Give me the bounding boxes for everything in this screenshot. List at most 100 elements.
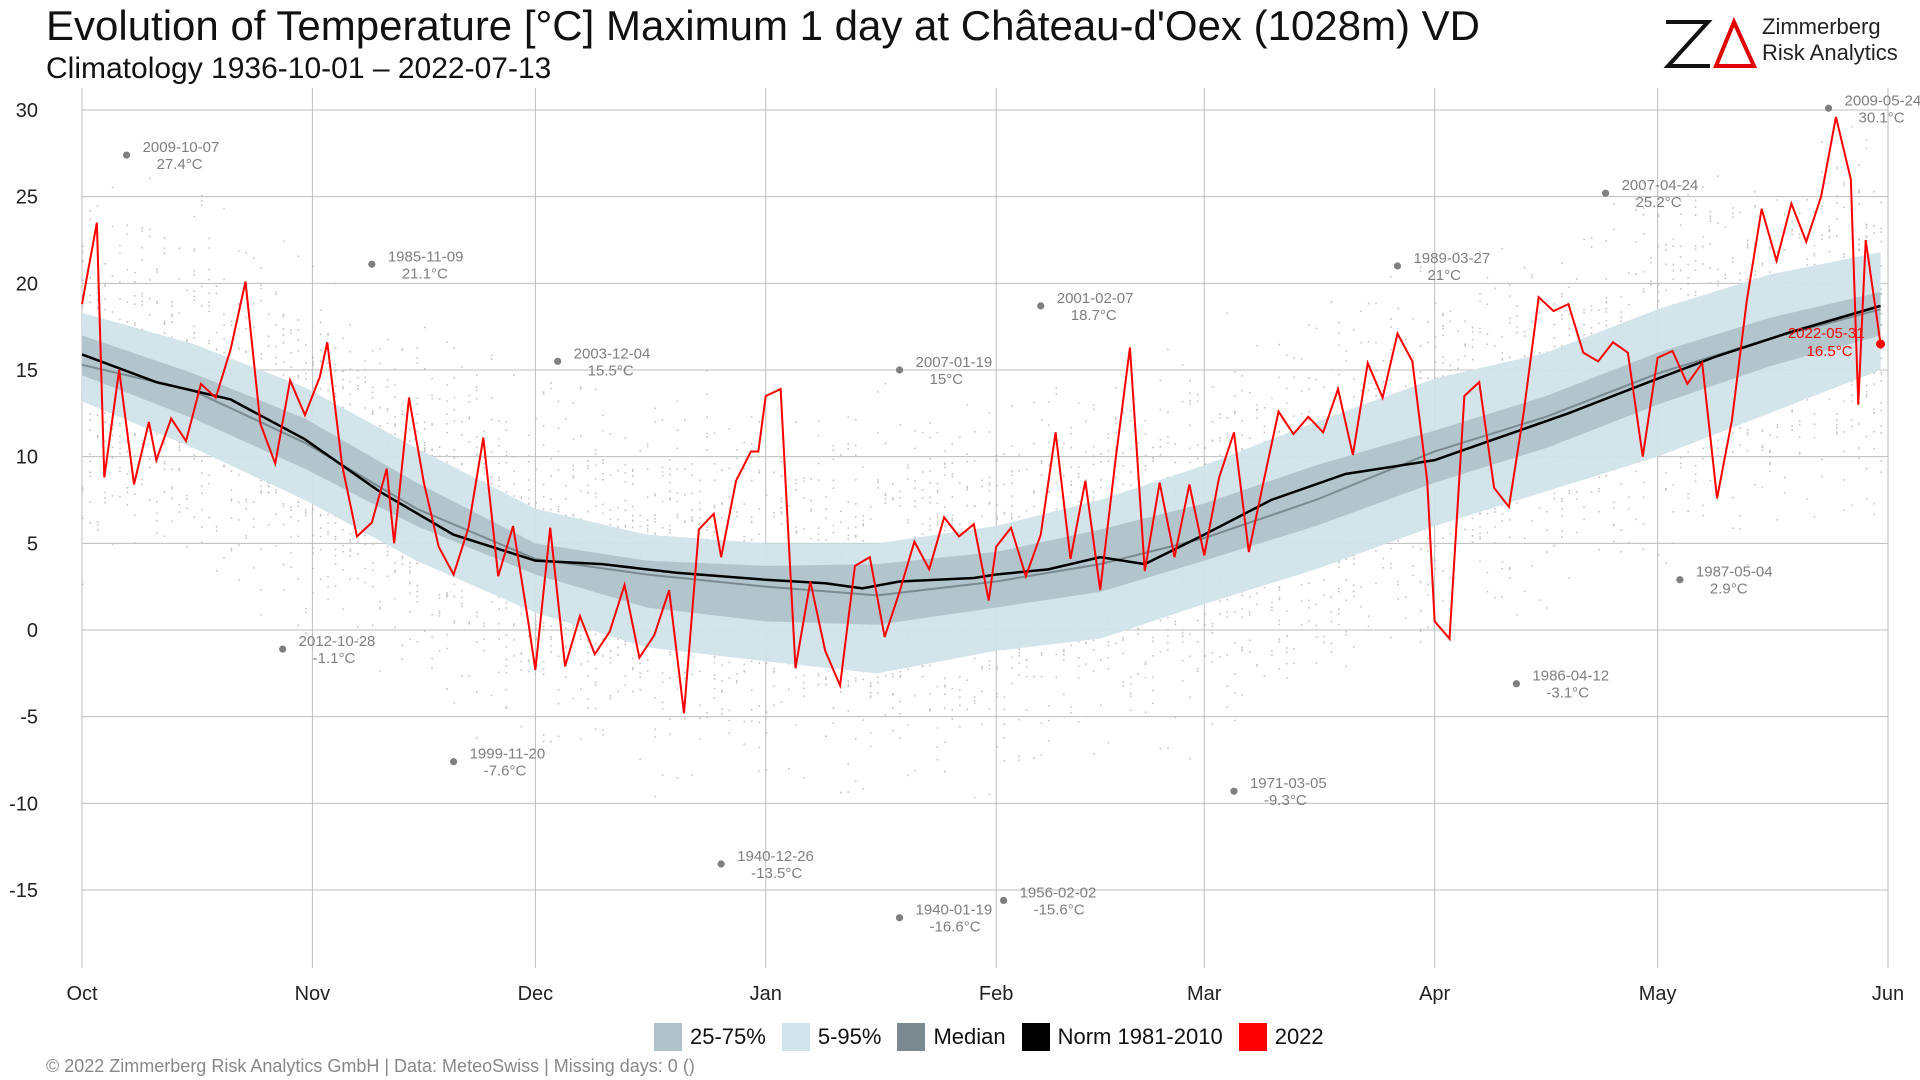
scatter-point	[89, 501, 92, 503]
scatter-point	[104, 491, 106, 494]
scatter-point	[490, 601, 493, 603]
scatter-point	[1635, 198, 1637, 201]
scatter-point	[594, 643, 597, 645]
scatter-point	[327, 333, 329, 336]
scatter-point	[698, 670, 701, 673]
scatter-point	[1278, 598, 1281, 601]
scatter-point	[1590, 309, 1593, 312]
scatter-point	[676, 688, 679, 691]
scatter-point	[446, 593, 448, 596]
scatter-point	[1233, 611, 1236, 613]
scatter-point	[1412, 356, 1414, 359]
scatter-point	[334, 401, 337, 403]
scatter-point	[1717, 222, 1719, 225]
scatter-point	[1196, 640, 1199, 643]
scatter-point	[1092, 491, 1095, 493]
scatter-point	[327, 533, 329, 536]
scatter-point	[513, 624, 515, 627]
scatter-point	[148, 458, 151, 460]
scatter-point	[1003, 723, 1006, 726]
scatter-point	[936, 482, 939, 485]
scatter-point	[334, 363, 337, 366]
scatter-point	[282, 341, 285, 344]
scatter-point	[186, 494, 188, 497]
scatter-point	[579, 435, 582, 438]
scatter-point	[349, 533, 352, 535]
scatter-point	[1657, 554, 1660, 556]
scatter-point	[1048, 424, 1050, 427]
scatter-point	[1338, 332, 1340, 334]
scatter-point	[1560, 318, 1563, 320]
scatter-point	[1152, 640, 1154, 643]
scatter-point	[706, 436, 708, 438]
scatter-point	[966, 453, 969, 455]
scatter-point	[899, 490, 902, 493]
scatter-point	[1471, 517, 1474, 520]
scatter-point	[267, 313, 270, 316]
scatter-point	[498, 462, 500, 465]
scatter-point	[706, 393, 708, 396]
scatter-point	[1583, 334, 1585, 336]
scatter-point	[661, 681, 664, 684]
scatter-point	[1248, 391, 1251, 394]
scatter-point	[1248, 611, 1251, 614]
scatter-point	[1709, 220, 1712, 222]
scatter-point	[825, 676, 827, 679]
scatter-point	[594, 728, 597, 730]
scatter-point	[1471, 338, 1474, 341]
scatter-point	[431, 613, 433, 616]
scatter-point	[1300, 583, 1303, 586]
scatter-point	[1650, 256, 1652, 259]
scatter-point	[1107, 641, 1110, 643]
scatter-point	[193, 454, 196, 456]
scatter-point	[996, 696, 998, 698]
scatter-point	[1219, 413, 1221, 416]
scatter-point	[869, 518, 872, 520]
scatter-point	[1516, 326, 1518, 328]
scatter-point	[631, 483, 634, 485]
scatter-point	[223, 352, 225, 354]
scatter-point	[944, 463, 946, 466]
scatter-point	[736, 511, 738, 513]
scatter-point	[624, 464, 627, 466]
scatter-point	[1226, 685, 1229, 688]
scatter-point	[1598, 510, 1600, 513]
scatter-point	[1605, 474, 1608, 477]
scatter-point	[877, 481, 879, 484]
scatter-point	[1479, 535, 1481, 538]
scatter-point	[899, 737, 902, 739]
scatter-point	[921, 522, 924, 525]
scatter-point	[119, 318, 121, 321]
scatter-point	[1174, 461, 1177, 464]
scatter-point	[617, 506, 619, 509]
scatter-point	[1204, 464, 1206, 466]
scatter-point	[862, 466, 864, 468]
scatter-point	[988, 489, 991, 492]
scatter-point	[691, 509, 694, 511]
scatter-point	[1546, 510, 1548, 513]
scatter-point	[981, 665, 983, 668]
scatter-point	[1211, 631, 1214, 634]
scatter-point	[238, 303, 240, 306]
scatter-point	[409, 570, 411, 573]
scatter-point	[825, 495, 827, 498]
scatter-point	[676, 516, 679, 519]
scatter-point	[527, 502, 530, 505]
scatter-point	[1531, 276, 1533, 279]
scatter-point	[617, 518, 619, 521]
scatter-point	[936, 516, 939, 518]
scatter-point	[550, 644, 552, 647]
scatter-point	[1018, 674, 1021, 676]
scatter-point	[654, 696, 656, 699]
scatter-point	[1196, 444, 1199, 446]
scatter-point	[275, 324, 277, 326]
scatter-point	[252, 326, 255, 328]
scatter-point	[906, 724, 909, 726]
scatter-point	[141, 328, 144, 331]
scatter-point	[1746, 278, 1749, 281]
scatter-point	[312, 567, 314, 570]
scatter-point	[394, 384, 396, 386]
scatter-point	[1107, 656, 1110, 659]
scatter-point	[223, 338, 225, 340]
scatter-point	[854, 454, 857, 457]
